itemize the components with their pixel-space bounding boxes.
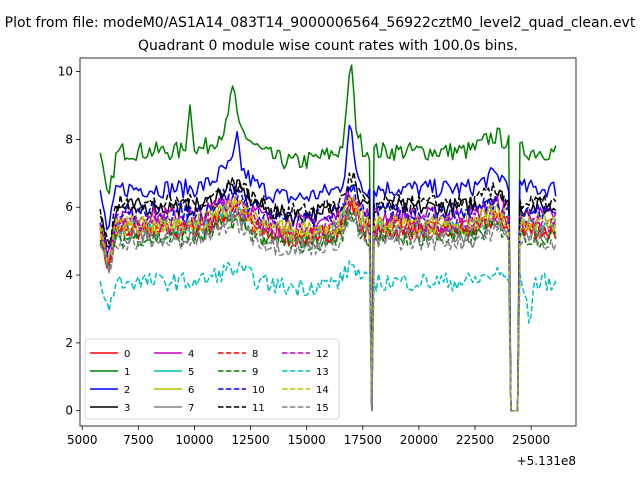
- x-axis: 5000 7500 10000 12500 15000 17500 20000 22500 25…: [67, 426, 550, 447]
- y-tick-label: 0: [65, 404, 73, 418]
- legend-label: 1: [124, 367, 130, 378]
- y-tick-label: 4: [65, 268, 73, 282]
- legend-box: [84, 338, 340, 420]
- series-line-2: [99, 124, 557, 412]
- x-tick-label: 25000: [512, 433, 550, 447]
- x-tick-label: 20000: [400, 433, 438, 447]
- legend-label: 8: [252, 349, 258, 360]
- series-line-14: [99, 196, 557, 412]
- x-tick-label: 5000: [67, 433, 98, 447]
- series-line-10: [99, 183, 557, 412]
- figure-suptitle: Plot from file: modeM0/AS1A14_083T14_900…: [5, 15, 636, 31]
- x-tick-label: 7500: [123, 433, 154, 447]
- series-line-11: [99, 171, 557, 412]
- y-tick-label: 10: [58, 65, 73, 79]
- legend-label: 4: [188, 349, 194, 360]
- legend-label: 14: [316, 385, 329, 396]
- x-tick-label: 12500: [231, 433, 269, 447]
- legend-label: 3: [124, 403, 130, 414]
- legend-label: 2: [124, 385, 130, 396]
- series-layer: [99, 64, 557, 412]
- legend-label: 5: [188, 367, 194, 378]
- series-line-15: [99, 213, 557, 412]
- legend-label: 7: [188, 403, 194, 414]
- series-line-9: [99, 209, 557, 412]
- y-axis: 0 2 4 6 8 10: [58, 65, 80, 418]
- x-tick-label: 22500: [456, 433, 494, 447]
- legend-label: 12: [316, 349, 329, 360]
- series-line-8: [99, 198, 557, 412]
- y-tick-label: 2: [65, 336, 73, 350]
- x-offset-label: +5.131e8: [517, 454, 576, 468]
- series-line-1: [99, 64, 557, 412]
- legend-label: 9: [252, 367, 258, 378]
- y-tick-label: 6: [65, 200, 73, 214]
- legend-label: 0: [124, 349, 130, 360]
- plot-frame: [79, 57, 577, 427]
- x-tick-label: 10000: [175, 433, 213, 447]
- legend-label: 13: [316, 367, 329, 378]
- x-tick-label: 17500: [344, 433, 382, 447]
- legend-label: 11: [252, 403, 265, 414]
- series-line-13: [99, 260, 557, 412]
- y-tick-label: 8: [65, 132, 73, 146]
- legend-label: 15: [316, 403, 329, 414]
- legend-label: 10: [252, 385, 265, 396]
- chart-title: Quadrant 0 module wise count rates with …: [138, 38, 518, 54]
- x-tick-label: 15000: [288, 433, 326, 447]
- legend-label: 6: [188, 385, 194, 396]
